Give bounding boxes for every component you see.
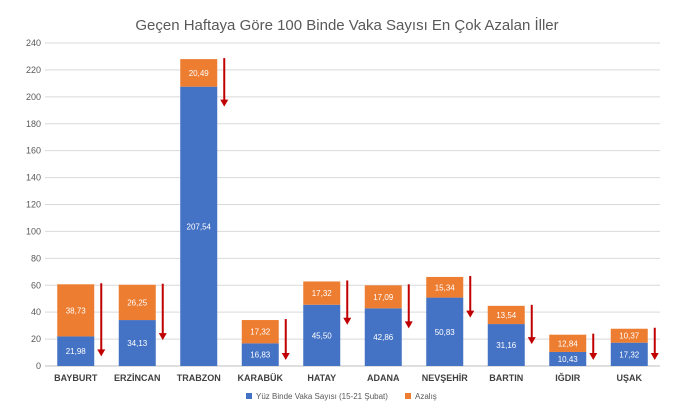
bar-segment-series-2 [487,305,525,325]
data-label: 207,54 [187,222,212,231]
legend: Yüz Binde Vaka Sayısı (15-21 Şubat) Azal… [246,392,437,401]
y-tick-label: 160 [26,146,41,156]
category-label: IĞDIR [555,372,581,383]
decrease-arrow-head [650,353,659,360]
bar-segment-series-2 [118,284,156,321]
bar-segment-series-2 [610,328,648,343]
bar-segment-series-1 [426,297,464,366]
decrease-arrow-head [343,317,352,325]
data-label: 17,09 [373,293,394,302]
y-tick-label: 0 [36,361,41,371]
category-label: HATAY [307,373,336,383]
data-label: 50,83 [435,328,456,337]
bar-segment-series-2 [303,281,341,305]
bars [57,59,648,366]
bar-segment-series-2 [364,285,402,309]
y-tick-label: 20 [31,334,41,344]
bar-segment-series-2 [426,276,464,298]
bar-segment-series-1 [303,304,341,366]
data-label: 12,84 [558,339,579,348]
legend-swatch-series-1 [246,393,252,399]
bar-segment-series-1 [487,324,525,366]
bar-segment-series-2 [549,334,587,352]
data-label: 10,43 [558,355,579,364]
category-label: UŞAK [616,373,642,383]
y-tick-label: 220 [26,65,41,75]
data-label: 42,86 [373,333,394,342]
data-label: 34,13 [127,339,148,348]
data-label: 17,32 [619,350,640,359]
y-tick-label: 100 [26,226,41,236]
decrease-arrow-head [220,99,229,107]
y-tick-label: 240 [26,38,41,48]
legend-label-series-2: Azalış [415,392,437,401]
y-tick-label: 40 [31,307,41,317]
decrease-arrow-head [281,353,290,360]
y-tick-label: 80 [31,253,41,263]
category-label: ERZİNCAN [114,373,161,383]
data-label: 17,32 [250,328,271,337]
bar-segment-series-2 [180,59,218,87]
category-label: ADANA [367,373,400,383]
data-label: 16,83 [250,351,271,360]
y-tick-label: 200 [26,92,41,102]
bar-segment-series-1 [364,308,402,366]
data-label: 21,98 [66,347,87,356]
data-label: 26,25 [127,298,148,307]
category-label: BARTIN [489,373,523,383]
decrease-arrow-head [527,337,536,345]
bar-segment-series-2 [241,320,279,344]
bar-segment-series-1 [241,343,279,366]
bar-segment-series-1 [610,342,648,366]
data-label: 31,16 [496,341,517,350]
data-label: 45,50 [312,331,333,340]
decrease-arrow-head [158,333,167,341]
bar-segment-series-1 [57,336,95,366]
chart-title: Geçen Haftaya Göre 100 Binde Vaka Sayısı… [135,16,558,34]
data-label: 17,32 [312,289,333,298]
decrease-arrow-head [404,321,413,329]
legend-swatch-series-2 [405,393,411,399]
data-label: 13,54 [496,311,517,320]
decrease-arrows [97,58,659,360]
data-label: 20,49 [189,69,210,78]
category-label: BAYBURT [54,373,98,383]
legend-label-series-1: Yüz Binde Vaka Sayısı (15-21 Şubat) [256,392,388,401]
data-label: 15,34 [435,283,456,292]
data-label: 38,73 [66,306,87,315]
x-axis-categories: BAYBURT ERZİNCAN TRABZON KARABÜK HATAY ADANA N… [54,372,642,383]
decrease-arrow-head [97,349,106,357]
category-label: TRABZON [177,373,221,383]
category-label: NEVŞEHİR [422,373,469,383]
category-label: KARABÜK [238,373,284,383]
bar-segment-series-1 [549,351,587,366]
bar-segment-series-1 [118,320,156,366]
y-tick-label: 120 [26,200,41,210]
y-tick-label: 180 [26,119,41,129]
bar-segment-series-2 [57,284,95,337]
decrease-arrow-head [466,310,475,318]
y-axis-ticks: 0 20 40 60 80 100 120 140 160 180 200 220 240 [26,38,41,371]
data-labels: 21,98 38,73 34,13 26,25 207,54 20,49 16,83 17,3… [66,69,640,364]
y-tick-label: 60 [31,280,41,290]
bar-segment-series-1 [180,86,218,366]
data-label: 10,37 [619,332,640,341]
decrease-arrow-head [589,353,598,360]
y-tick-label: 140 [26,173,41,183]
